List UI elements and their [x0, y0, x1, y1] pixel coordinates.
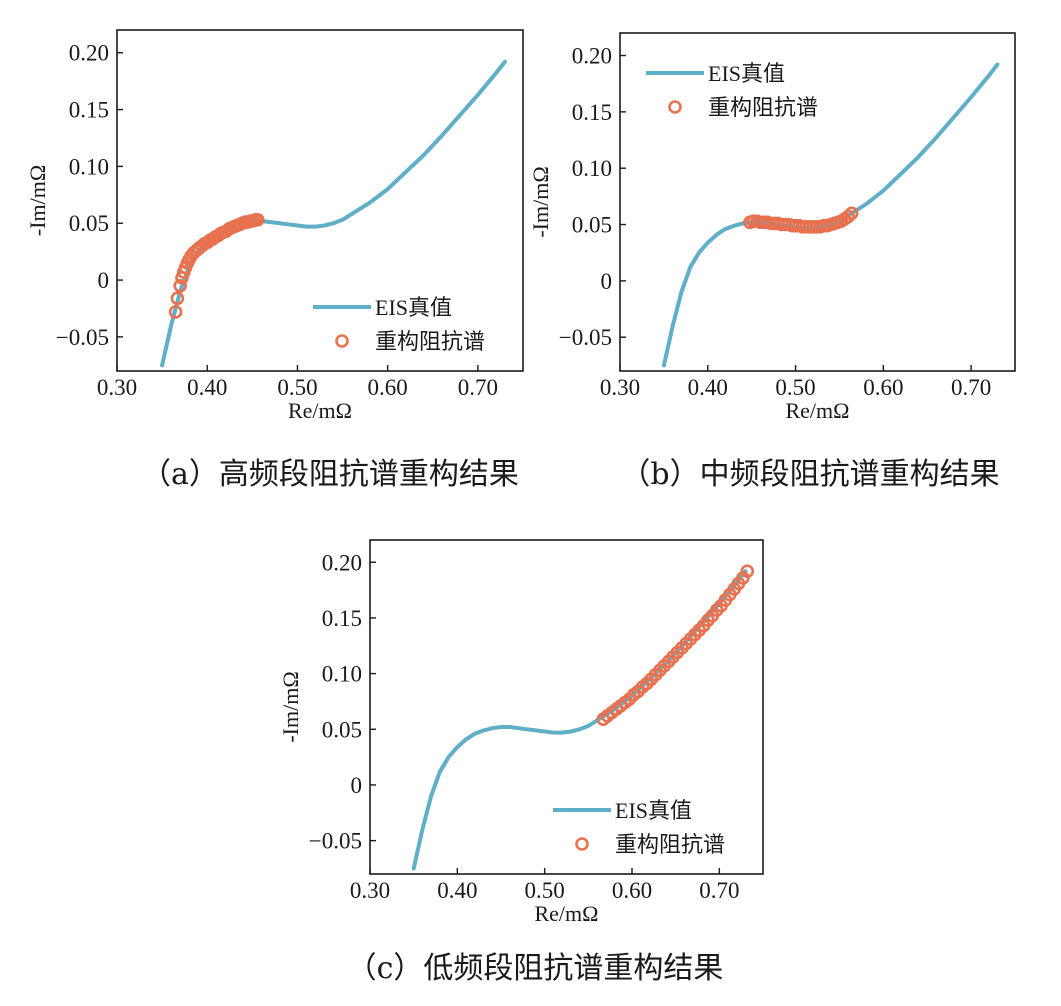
plot-frame — [116, 29, 524, 372]
x-tick-label: 0.40 — [187, 375, 227, 400]
x-tick-label: 0.30 — [97, 375, 137, 400]
x-tick-label: 0.60 — [863, 375, 903, 400]
y-tick-label: 0.10 — [322, 662, 362, 687]
y-tick-label: 0.10 — [572, 156, 612, 181]
legend-label-reconstructed: 重构阻抗谱 — [615, 832, 725, 857]
x-tick-label: 0.70 — [951, 375, 991, 400]
y-tick-label: 0 — [98, 268, 110, 293]
caption-b: （b）中频段阻抗谱重构结果 — [620, 457, 999, 492]
legend-label-eis-true: EIS真值 — [375, 295, 452, 320]
data-point-reconstructed — [173, 278, 187, 293]
x-tick-label: 0.30 — [350, 878, 390, 903]
y-tick-label: −0.05 — [56, 325, 109, 350]
legend-label-eis-true: EIS真值 — [615, 798, 692, 823]
legend-label-eis-true: EIS真值 — [708, 61, 785, 86]
caption-a: （a）高频段阻抗谱重构结果 — [141, 457, 519, 492]
y-tick-label: 0 — [351, 773, 363, 798]
x-axis-label: Re/mΩ — [785, 398, 849, 423]
y-tick-label: 0.20 — [69, 41, 109, 66]
legend-swatch-marker — [335, 334, 349, 348]
data-point-reconstructed — [168, 305, 183, 319]
chart-panel-b: 0.30 0.40 0.50 0.60 0.70 −0.05 0 0.05 0.10 0.15 0.… — [528, 32, 1016, 423]
y-axis-label: -Im/mΩ — [278, 671, 303, 742]
x-tick-label: 0.50 — [525, 878, 565, 903]
y-tick-label: 0.15 — [69, 98, 109, 123]
x-tick-label: 0.70 — [699, 878, 739, 903]
y-tick-label: 0.05 — [322, 717, 362, 742]
y-tick-label: 0 — [601, 269, 613, 294]
legend-swatch-marker — [575, 837, 589, 851]
x-tick-label: 0.60 — [368, 375, 408, 400]
data-point-reconstructed — [841, 209, 856, 224]
data-point-reconstructed — [740, 564, 755, 579]
y-tick-label: 0.15 — [322, 606, 362, 631]
chart-panel-a: 0.30 0.40 0.50 0.60 0.70 −0.05 0 0.05 0.10 0.15 0.… — [25, 29, 524, 423]
x-tick-label: 0.50 — [775, 375, 815, 400]
x-tick-label: 0.50 — [277, 375, 317, 400]
legend-label-reconstructed: 重构阻抗谱 — [708, 95, 818, 120]
y-tick-label: 0.05 — [572, 213, 612, 238]
caption-c: （c）低频段阻抗谱重构结果 — [347, 951, 724, 986]
y-tick-label: −0.05 — [559, 325, 612, 350]
x-tick-label: 0.70 — [458, 375, 498, 400]
legend-swatch-marker — [668, 100, 682, 114]
series-line-eis-true — [661, 62, 1000, 368]
y-tick-label: −0.05 — [309, 829, 362, 854]
series-line-eis-true — [160, 59, 507, 368]
x-tick-label: 0.60 — [612, 878, 652, 903]
plot-frame — [619, 32, 1016, 372]
data-point-reconstructed — [844, 206, 859, 221]
x-axis-label: Re/mΩ — [288, 398, 352, 423]
y-tick-label: 0.15 — [572, 100, 612, 125]
x-tick-label: 0.30 — [600, 375, 640, 400]
y-tick-label: 0.20 — [322, 550, 362, 575]
y-tick-label: 0.20 — [572, 44, 612, 69]
y-tick-label: 0.05 — [69, 211, 109, 236]
y-axis-label: -Im/mΩ — [528, 166, 553, 237]
series-line-eis-true — [411, 569, 748, 871]
data-point-reconstructed — [170, 291, 185, 306]
chart-panel-c: 0.30 0.40 0.50 0.60 0.70 −0.05 0 0.05 0.10 0.15 0.… — [278, 539, 764, 926]
legend-label-reconstructed: 重构阻抗谱 — [375, 329, 485, 354]
x-tick-label: 0.40 — [688, 375, 728, 400]
x-tick-label: 0.40 — [437, 878, 477, 903]
x-axis-label: Re/mΩ — [534, 901, 598, 926]
plot-frame — [369, 539, 764, 875]
data-point-reconstructed — [250, 213, 265, 227]
y-axis-label: -Im/mΩ — [25, 165, 50, 236]
y-tick-label: 0.10 — [69, 154, 109, 179]
